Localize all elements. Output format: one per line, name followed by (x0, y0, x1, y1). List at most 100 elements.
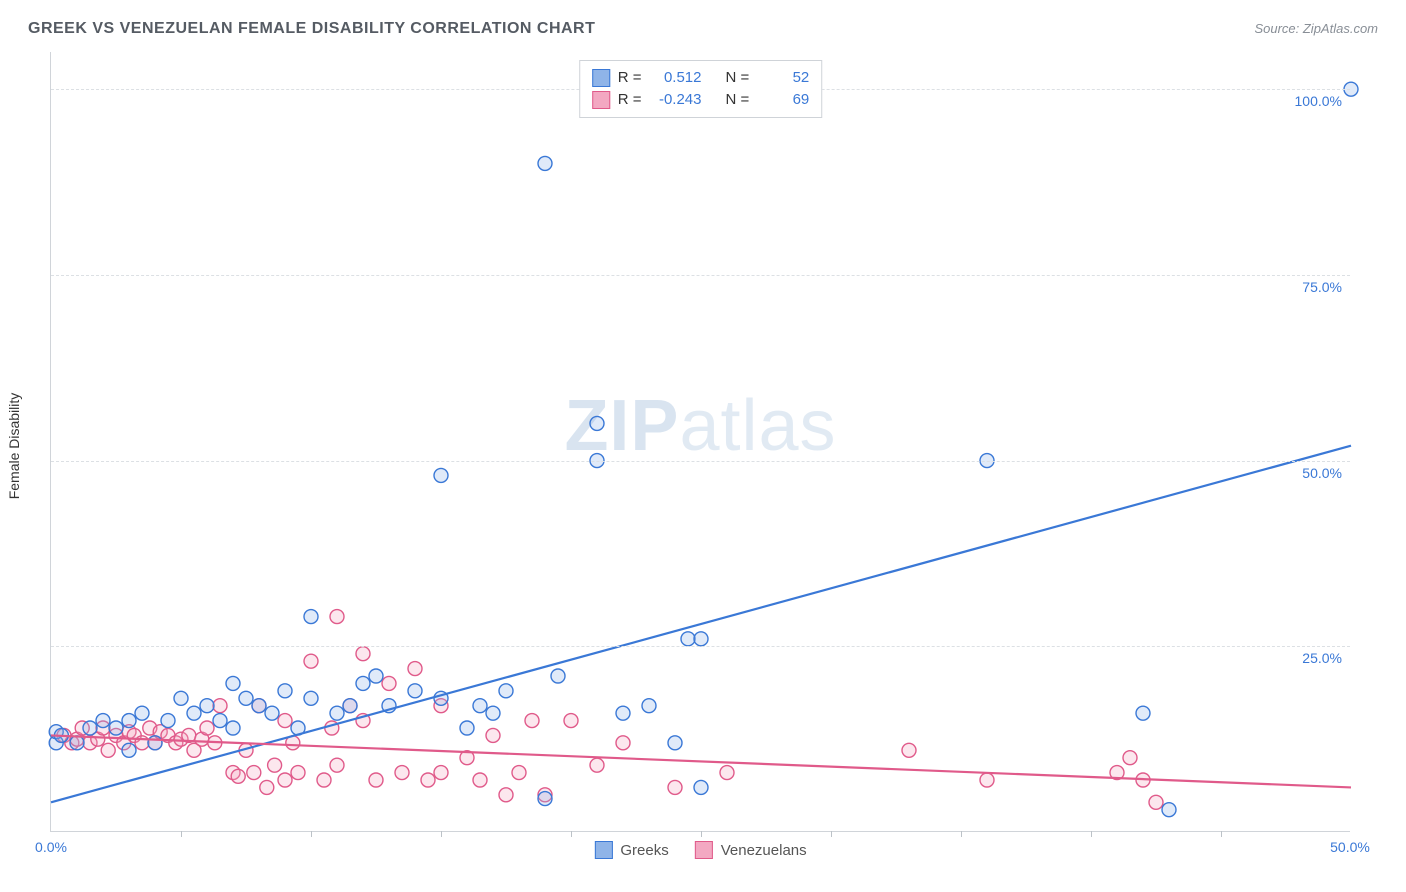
y-tick-label: 100.0% (1295, 93, 1342, 109)
data-point (330, 758, 344, 772)
data-point (356, 647, 370, 661)
data-point (96, 714, 110, 728)
data-point (278, 714, 292, 728)
data-point (902, 743, 916, 757)
data-point (538, 156, 552, 170)
data-point (291, 766, 305, 780)
data-point (694, 632, 708, 646)
data-point (421, 773, 435, 787)
data-point (122, 743, 136, 757)
data-point (1149, 795, 1163, 809)
legend-label-greeks: Greeks (620, 842, 668, 859)
swatch-venezuelans-icon (695, 841, 713, 859)
data-point (616, 736, 630, 750)
x-tick (1221, 831, 1222, 837)
data-point (304, 610, 318, 624)
data-point (268, 758, 282, 772)
data-point (109, 721, 123, 735)
data-point (590, 758, 604, 772)
data-point (473, 699, 487, 713)
data-point (616, 706, 630, 720)
data-point (101, 743, 115, 757)
data-point (226, 721, 240, 735)
data-point (213, 699, 227, 713)
data-point (499, 788, 513, 802)
chart-canvas (51, 52, 1350, 831)
data-point (247, 766, 261, 780)
data-point (564, 714, 578, 728)
data-point (382, 676, 396, 690)
data-point (278, 773, 292, 787)
data-point (408, 684, 422, 698)
data-point (356, 676, 370, 690)
data-point (252, 699, 266, 713)
data-point (330, 610, 344, 624)
x-tick (701, 831, 702, 837)
x-tick (311, 831, 312, 837)
data-point (83, 721, 97, 735)
data-point (226, 676, 240, 690)
y-tick-label: 75.0% (1302, 279, 1342, 295)
data-point (304, 654, 318, 668)
data-point (668, 780, 682, 794)
legend-item-greeks: Greeks (594, 841, 668, 859)
data-point (1136, 706, 1150, 720)
x-tick (961, 831, 962, 837)
data-point (486, 706, 500, 720)
n-value-venezuelans: 69 (757, 89, 809, 111)
source-label: Source: ZipAtlas.com (1254, 21, 1378, 36)
y-tick-label: 50.0% (1302, 465, 1342, 481)
data-point (434, 468, 448, 482)
data-point (200, 721, 214, 735)
plot-area: ZIPatlas R = 0.512 N = 52 R = -0.243 N =… (50, 52, 1350, 832)
series-legend: Greeks Venezuelans (594, 841, 806, 859)
legend-label-venezuelans: Venezuelans (721, 842, 807, 859)
grid-line (51, 275, 1350, 276)
x-tick (441, 831, 442, 837)
data-point (343, 699, 357, 713)
data-point (720, 766, 734, 780)
data-point (642, 699, 656, 713)
data-point (681, 632, 695, 646)
data-point (231, 769, 245, 783)
data-point (135, 706, 149, 720)
data-point (434, 766, 448, 780)
x-tick (1091, 831, 1092, 837)
swatch-venezuelans (592, 91, 610, 109)
data-point (239, 691, 253, 705)
data-point (278, 684, 292, 698)
data-point (317, 773, 331, 787)
data-point (473, 773, 487, 787)
n-value-greeks: 52 (757, 67, 809, 89)
trend-line (51, 446, 1351, 803)
data-point (369, 773, 383, 787)
data-point (122, 714, 136, 728)
data-point (200, 699, 214, 713)
data-point (148, 736, 162, 750)
legend-item-venezuelans: Venezuelans (695, 841, 807, 859)
data-point (187, 706, 201, 720)
data-point (161, 714, 175, 728)
data-point (590, 416, 604, 430)
stats-row-greeks: R = 0.512 N = 52 (592, 67, 810, 89)
chart-title: GREEK VS VENEZUELAN FEMALE DISABILITY CO… (28, 20, 595, 38)
x-tick (571, 831, 572, 837)
swatch-greeks-icon (594, 841, 612, 859)
data-point (668, 736, 682, 750)
grid-line (51, 461, 1350, 462)
data-point (486, 728, 500, 742)
y-axis-label: Female Disability (6, 393, 22, 500)
trend-line (51, 735, 1351, 787)
data-point (460, 721, 474, 735)
data-point (512, 766, 526, 780)
data-point (265, 706, 279, 720)
data-point (408, 662, 422, 676)
data-point (694, 780, 708, 794)
data-point (330, 706, 344, 720)
data-point (1162, 803, 1176, 817)
data-point (174, 691, 188, 705)
data-point (980, 773, 994, 787)
data-point (70, 736, 84, 750)
r-value-venezuelans: -0.243 (650, 89, 702, 111)
data-point (260, 780, 274, 794)
